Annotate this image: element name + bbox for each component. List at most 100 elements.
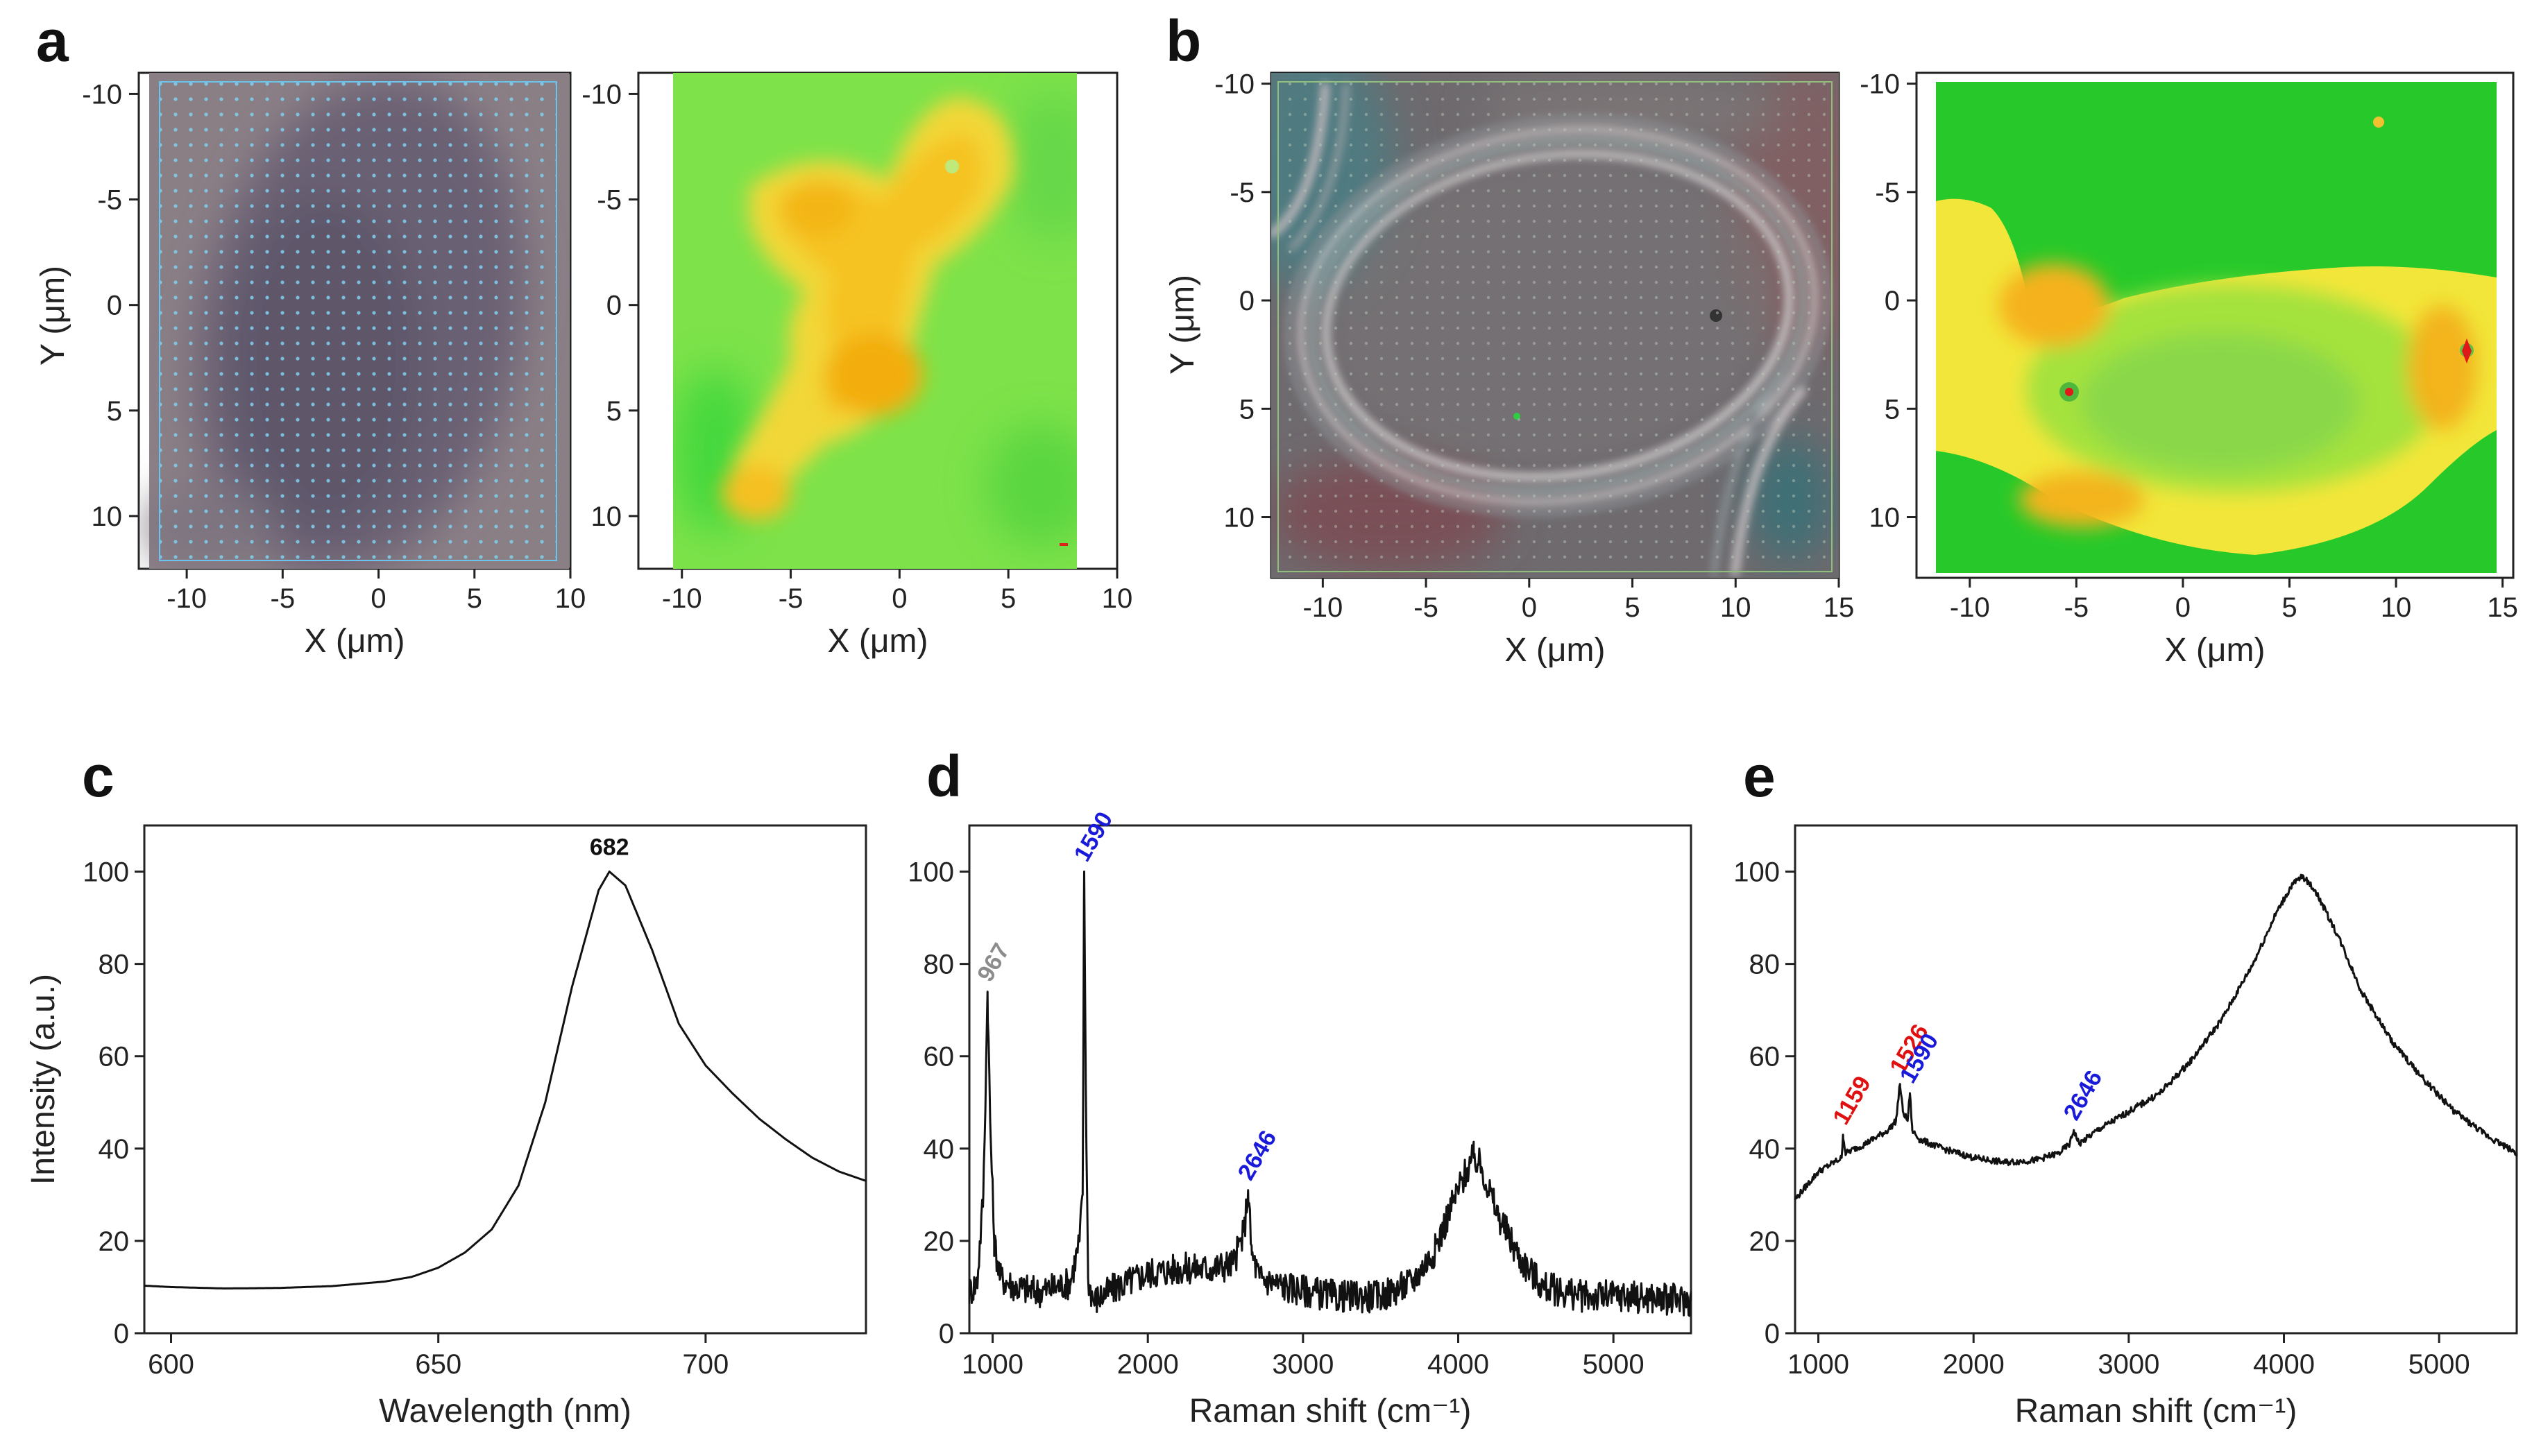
y-tick-label: 5	[1885, 394, 1900, 425]
x-tick-label: 5	[2281, 592, 2297, 623]
x-tick-label: 10	[2381, 592, 2412, 623]
x-tick-label: 0	[1522, 592, 1537, 623]
y-tick-label: 0	[107, 291, 122, 321]
x-axis-label: X (μm)	[2165, 632, 2266, 669]
x-tick-label: 2000	[1943, 1349, 2005, 1380]
peak-label: 2646	[2059, 1066, 2108, 1125]
x-tick-label: 650	[415, 1349, 461, 1380]
x-tick-label: 5000	[2408, 1349, 2470, 1380]
x-tick-label: 10	[555, 583, 586, 614]
x-tick-label: 5	[467, 583, 482, 614]
y-tick-label: 40	[924, 1134, 955, 1165]
panel-label-d: d	[926, 744, 962, 809]
x-tick-label: -10	[167, 583, 207, 614]
y-tick-label: 40	[1749, 1134, 1781, 1165]
y-tick-label: 5	[606, 396, 622, 427]
chart-b-left: -10 -5 0 5 10 15 -10 -5 0 5 10 X (μm)	[1214, 69, 1854, 669]
x-tick-label: 2000	[1117, 1349, 1179, 1380]
panel-label-a: a	[36, 8, 69, 74]
y-tick-label: 5	[107, 396, 122, 427]
y-tick-label: 10	[591, 502, 622, 532]
x-tick-label: 5	[1001, 583, 1016, 614]
x-tick-label: 0	[371, 583, 386, 614]
x-tick-label: -10	[662, 583, 702, 614]
chart-a-right: -10 -5 0 5 10 -10 -5 0 5 10 X (μm)	[581, 79, 1132, 660]
peak-label: 682	[590, 834, 629, 861]
x-tick-label: 4000	[1427, 1349, 1489, 1380]
y-axis-label: Intensity (a.u.)	[25, 974, 62, 1185]
x-tick-label: -10	[1950, 592, 1990, 623]
optical-image-a	[137, 71, 572, 570]
y-tick-label: 5	[1239, 394, 1255, 425]
optical-image-b	[1270, 71, 1840, 579]
y-tick-label: 80	[99, 950, 130, 980]
y-tick-label: -10	[1860, 69, 1900, 100]
y-tick-label: 80	[1749, 950, 1781, 980]
spectrum-line	[144, 871, 867, 1290]
peak-label: 1159	[1828, 1072, 1876, 1129]
y-tick-label: 60	[1749, 1042, 1781, 1072]
peak-label: 2646	[1233, 1126, 1282, 1185]
x-tick-label: 10	[1720, 592, 1751, 623]
spectrum-line	[1794, 873, 2518, 1201]
x-tick-label: 3000	[2098, 1349, 2159, 1380]
y-tick-label: 60	[99, 1042, 130, 1072]
ylabel-b: Y (μm)	[1164, 275, 1201, 375]
ylabel-a: Y (μm)	[35, 266, 71, 366]
y-tick-label: 0	[114, 1319, 129, 1349]
y-tick-label: -10	[1214, 69, 1255, 100]
y-tick-label: 0	[1765, 1319, 1780, 1349]
x-axis-label: X (μm)	[1505, 632, 1606, 669]
x-tick-label: 600	[148, 1349, 194, 1380]
y-tick-label: 40	[99, 1134, 130, 1165]
chart-a-left: -10 -5 0 5 10 -10 -5 0 5 10 X (μm)	[82, 79, 586, 660]
x-tick-label: -5	[271, 583, 296, 614]
x-tick-label: 15	[2487, 592, 2518, 623]
peak-label: 967	[972, 939, 1014, 986]
y-tick-label: -5	[1230, 178, 1255, 208]
x-tick-label: 3000	[1272, 1349, 1334, 1380]
x-tick-label: 0	[892, 583, 907, 614]
chart-b-right: -10 -5 0 5 10 15 -10 -5 0 5 10 X (μm)	[1860, 69, 2518, 669]
x-tick-label: -5	[779, 583, 804, 614]
y-tick-label: 0	[1885, 286, 1900, 316]
x-axis-label: Raman shift (cm⁻¹)	[1189, 1393, 1472, 1430]
raman-map-a	[637, 71, 1119, 570]
x-tick-label: 700	[683, 1349, 729, 1380]
y-tick-label: 0	[606, 291, 622, 321]
x-tick-label: 5	[1624, 592, 1640, 623]
y-tick-label: -10	[82, 79, 122, 110]
y-tick-label: 20	[1749, 1226, 1781, 1257]
x-tick-label: 10	[1102, 583, 1133, 614]
chart-d: 1000 2000 3000 4000 5000 0 20 40 60 80 100 Raman sh…	[908, 807, 1692, 1430]
y-tick-label: -10	[581, 79, 622, 110]
raman-map-b	[1915, 71, 2515, 579]
x-tick-label: 1000	[962, 1349, 1023, 1380]
chart-e: 1000 2000 3000 4000 5000 0 20 40 60 80 100 Raman sh…	[1733, 824, 2518, 1430]
y-tick-label: 10	[92, 502, 123, 532]
y-tick-label: 100	[1733, 857, 1780, 888]
plot-frame	[143, 824, 867, 1335]
x-tick-label: -10	[1302, 592, 1343, 623]
x-axis-label: Wavelength (nm)	[379, 1393, 631, 1430]
x-axis-label: X (μm)	[828, 623, 928, 660]
peak-label: 1590	[1069, 807, 1119, 866]
y-tick-label: -5	[1875, 178, 1900, 208]
y-tick-label: -5	[97, 185, 122, 216]
y-tick-label: 0	[939, 1319, 954, 1349]
y-tick-label: 20	[99, 1226, 130, 1257]
x-tick-label: 5000	[1583, 1349, 1645, 1380]
spectrum-line	[968, 871, 1692, 1317]
chart-c: 600 650 700 0 20 40 60 80 100 Wavelength (nm) Inte…	[25, 824, 867, 1430]
x-tick-label: 15	[1824, 592, 1855, 623]
y-tick-label: 80	[924, 950, 955, 980]
x-tick-label: 4000	[2253, 1349, 2315, 1380]
x-axis-label: Raman shift (cm⁻¹)	[2015, 1393, 2297, 1430]
y-tick-label: 10	[1224, 503, 1255, 533]
panel-label-c: c	[82, 744, 114, 809]
x-tick-label: 0	[2175, 592, 2191, 623]
y-tick-label: 20	[924, 1226, 955, 1257]
x-tick-label: 1000	[1787, 1349, 1849, 1380]
panel-label-e: e	[1743, 744, 1776, 809]
